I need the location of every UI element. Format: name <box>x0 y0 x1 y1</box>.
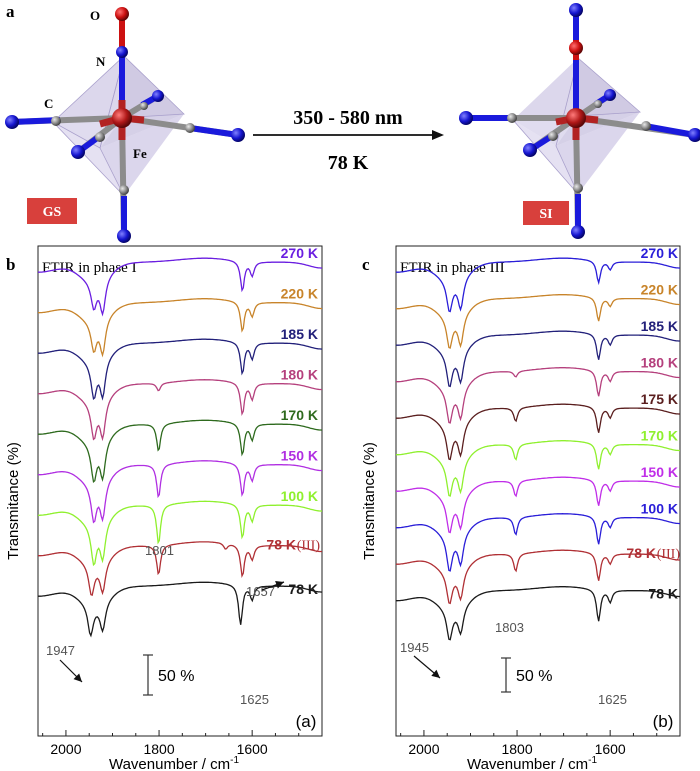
x-axis-label: Wavenumber / cm-1 <box>467 755 597 771</box>
panel-a-letter: a <box>6 2 15 21</box>
series-line <box>396 367 680 424</box>
series-label: 170 K <box>641 428 678 444</box>
series-line <box>396 257 680 313</box>
series-label: 270 K <box>281 245 318 261</box>
scale-bar-label: 50 % <box>158 668 194 685</box>
atom-label-fe: Fe <box>133 146 147 161</box>
arrow-head-icon <box>432 130 444 140</box>
series-label: 220 K <box>281 286 318 302</box>
series-label: 78 K <box>266 537 296 553</box>
arrow-head-icon <box>73 673 82 682</box>
gs-molecule <box>5 7 245 243</box>
series-label: 180 K <box>281 367 318 383</box>
series-line <box>38 460 323 524</box>
plot-frame <box>37 245 323 737</box>
temperature-label: 78 K <box>328 152 369 174</box>
series-label: 175 K <box>641 391 678 407</box>
peak-annotation: 1803 <box>495 620 524 635</box>
series-line <box>38 257 323 317</box>
series-line <box>396 549 680 605</box>
y-axis-label: Transmitance (%) <box>361 442 378 560</box>
series-label: 185 K <box>641 318 678 334</box>
series-line <box>38 500 323 567</box>
series-label-suffix: (III) <box>657 547 681 562</box>
x-tick-label: 2000 <box>50 741 81 757</box>
series-label: 270 K <box>641 245 678 261</box>
series-line <box>396 294 680 349</box>
series-line <box>396 330 680 388</box>
reaction-scheme: a <box>5 2 700 243</box>
gs-badge <box>27 198 77 224</box>
series-label: 220 K <box>641 282 678 298</box>
series-line <box>38 379 323 442</box>
plot-frame <box>395 245 681 737</box>
x-tick-label: 1800 <box>501 741 532 757</box>
series-label: 170 K <box>281 407 318 423</box>
series-label: 150 K <box>641 464 678 480</box>
series-line <box>38 419 323 484</box>
peak-annotation: 1945 <box>400 640 429 655</box>
scale-bar-label: 50 % <box>516 668 552 685</box>
series-label: 78 K <box>648 586 678 602</box>
peak-annotation: 1625 <box>598 692 627 707</box>
panel-c: c FTIR in phase III 2000 1800 1600Wavenumber… <box>361 245 681 771</box>
series-label-suffix: (III) <box>297 539 321 554</box>
peak-annotation: 1947 <box>46 643 75 658</box>
series-line <box>396 586 681 641</box>
wavelength-label: 350 - 580 nm <box>293 107 403 129</box>
y-axis-label: Transmitance (%) <box>5 442 22 560</box>
gs-badge-label: GS <box>43 205 62 220</box>
x-tick-label: 1600 <box>595 741 626 757</box>
series-line <box>396 476 680 534</box>
series-label: 78 K <box>288 581 318 597</box>
peak-annotation: 1625 <box>240 692 269 707</box>
panel-title: FTIR in phase I <box>42 260 137 276</box>
series-label: 100 K <box>281 488 318 504</box>
x-axis-label: Wavenumber / cm-1 <box>109 755 239 771</box>
series-line <box>38 298 323 358</box>
x-tick-label: 2000 <box>408 741 439 757</box>
arrow-head-icon <box>431 669 440 678</box>
panel-title: FTIR in phase III <box>400 260 505 276</box>
series-label: 185 K <box>281 326 318 342</box>
series-label: 100 K <box>641 501 678 517</box>
series-line <box>38 581 323 638</box>
si-badge-label: SI <box>539 207 552 222</box>
atom-label-n: N <box>96 54 106 69</box>
atom-label-o: O <box>90 8 100 23</box>
series-line <box>38 338 323 401</box>
atom-label-c: C <box>44 96 53 111</box>
corner-label: (b) <box>653 712 674 731</box>
series-label: 150 K <box>281 448 318 464</box>
panel-letter: b <box>6 255 15 274</box>
peak-annotation: 1801 <box>145 543 174 558</box>
x-tick-label: 1600 <box>237 741 268 757</box>
arrow-head-icon <box>275 580 284 589</box>
si-molecule <box>459 3 700 239</box>
series-line <box>38 541 323 596</box>
series-line <box>396 403 680 461</box>
series-label: 78 K <box>626 545 656 561</box>
series-label: 180 K <box>641 355 678 371</box>
panel-letter: c <box>362 255 370 274</box>
series-line <box>396 440 680 497</box>
series-line <box>396 513 681 572</box>
corner-label: (a) <box>296 712 317 731</box>
si-badge <box>523 201 569 225</box>
x-tick-label: 1800 <box>143 741 174 757</box>
